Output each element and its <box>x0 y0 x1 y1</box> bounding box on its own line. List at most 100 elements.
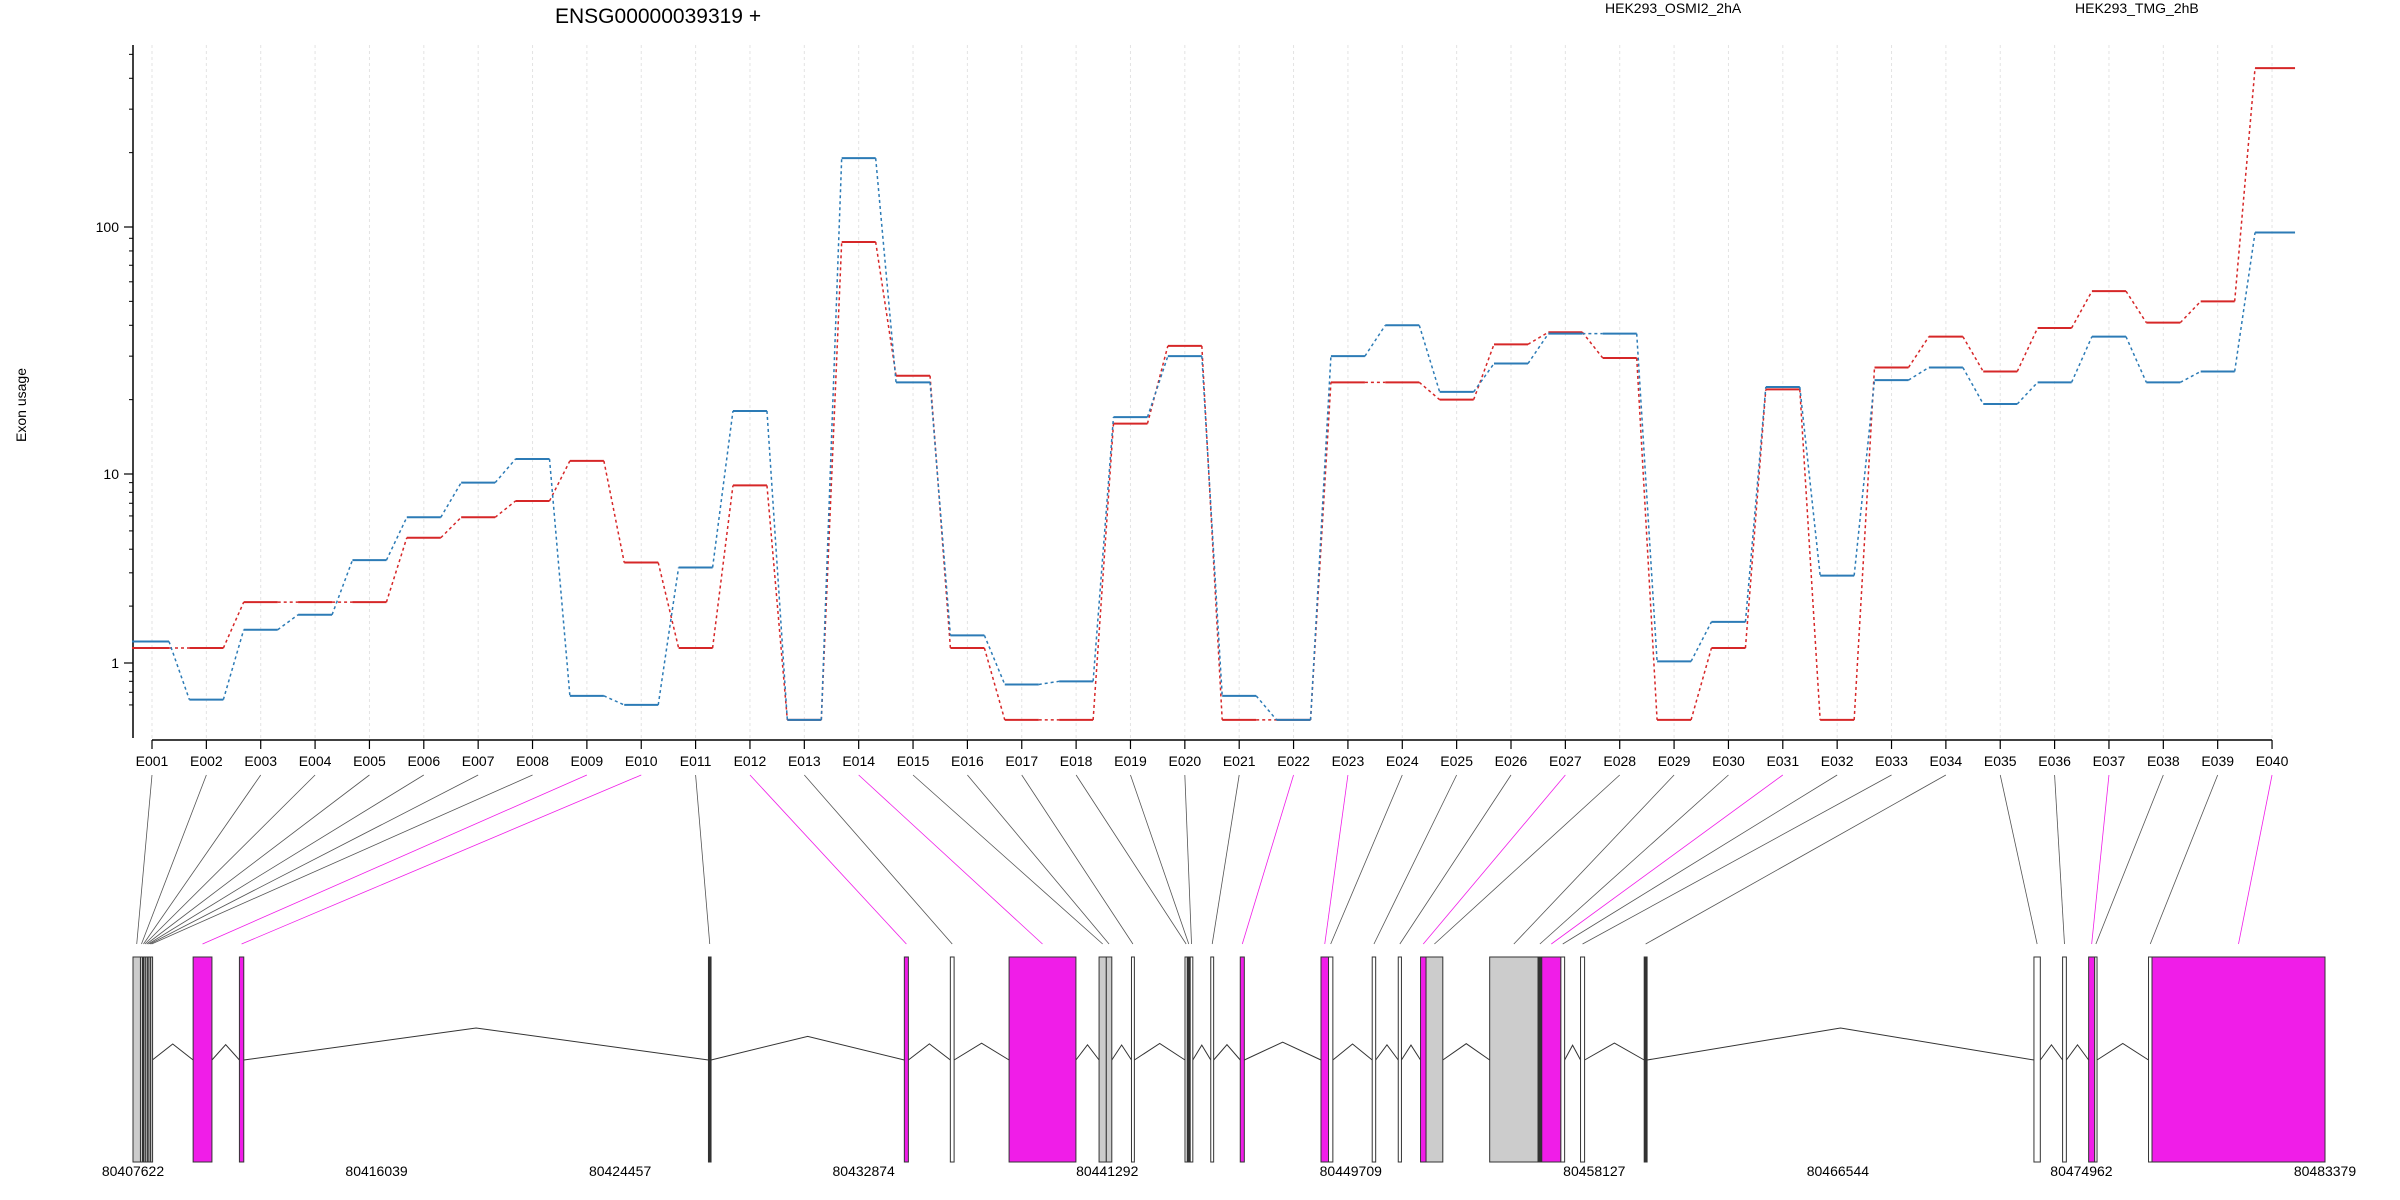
x-tick-label: E019 <box>1114 753 1147 769</box>
series-tmg <box>132 157 2296 721</box>
x-tick-label: E032 <box>1821 753 1854 769</box>
exon-box <box>150 956 154 1163</box>
exon-box <box>707 956 712 1163</box>
series-connector <box>494 500 516 518</box>
series-connector <box>2070 290 2093 329</box>
x-tick-label: E014 <box>842 753 875 769</box>
exon-box <box>1560 956 1566 1163</box>
exon-connectors <box>136 774 2273 945</box>
coordinate-label: 80449709 <box>1320 1163 1383 1179</box>
x-tick-label: E001 <box>136 753 169 769</box>
series-connector <box>2233 68 2256 302</box>
exon-box <box>1537 956 1543 1163</box>
y-tick-label: 1 <box>111 655 119 671</box>
exon-connector-line <box>202 774 588 945</box>
series-connector <box>983 647 1006 721</box>
series-connector <box>1744 389 1767 649</box>
x-tick-label: E036 <box>2038 753 2071 769</box>
exon-connector-line <box>1539 774 1729 945</box>
x-tick-label: E011 <box>680 753 712 769</box>
intron-line <box>1332 1043 1373 1061</box>
series-connector <box>874 241 897 376</box>
intron-line <box>2039 1044 2063 1061</box>
intron-line <box>2096 1042 2149 1061</box>
series-connector <box>1962 367 1984 405</box>
intron-line <box>1111 1044 1132 1061</box>
series-connector <box>711 485 734 649</box>
exon-box <box>2148 956 2153 1163</box>
exon-box <box>949 956 955 1163</box>
series-connector <box>2016 327 2039 372</box>
series-connector <box>820 241 843 720</box>
exon-box <box>238 956 245 1163</box>
x-tick-label: E010 <box>625 753 658 769</box>
x-tick-label: E024 <box>1386 753 1419 769</box>
x-tick-label: E028 <box>1603 753 1636 769</box>
exon-box <box>2094 956 2098 1163</box>
exon-connector-line <box>1373 774 1457 945</box>
x-tick-label: E002 <box>190 753 223 769</box>
series-connector <box>1853 367 1876 720</box>
series-connector <box>929 382 952 636</box>
series-connector <box>1527 331 1549 345</box>
intron-line <box>1192 1044 1212 1061</box>
exon-box <box>1189 956 1194 1163</box>
exon-box <box>1420 956 1427 1163</box>
x-tick-label: E025 <box>1440 753 1473 769</box>
series-connector <box>1418 325 1441 393</box>
chart-title: ENSG00000039319 + <box>555 5 761 28</box>
exon-connector-line <box>912 774 1103 945</box>
exon-connector-line <box>1551 774 1784 945</box>
intron-line <box>1244 1041 1322 1061</box>
exon-connector-line <box>749 774 907 945</box>
series-connector <box>1744 386 1767 622</box>
intron-line <box>2065 1044 2090 1061</box>
exon-connector-line <box>141 774 207 945</box>
series-connector <box>2179 300 2202 324</box>
x-tick-label: E018 <box>1060 753 1093 769</box>
exon-box <box>1328 956 1334 1163</box>
exon-connector-line <box>1241 774 1294 945</box>
coordinate-label: 80432874 <box>833 1163 896 1179</box>
series-connector <box>929 375 952 649</box>
series-connector <box>1690 621 1713 662</box>
x-tick-label: E013 <box>788 753 821 769</box>
x-tick-label: E039 <box>2201 753 2234 769</box>
series-layer <box>132 67 2296 721</box>
series-connector <box>1635 333 1658 662</box>
series-connector <box>711 410 734 568</box>
exon-box <box>2033 956 2041 1163</box>
series-connector <box>385 516 408 561</box>
x-tick-label: E033 <box>1875 753 1908 769</box>
series-connector <box>766 410 789 720</box>
exon-box <box>1425 956 1444 1163</box>
series-connector <box>1853 380 1876 576</box>
series-connector <box>2016 381 2039 405</box>
intron-line <box>1647 1027 2035 1061</box>
x-tick-label: E026 <box>1495 753 1528 769</box>
exon-connector-line <box>1562 774 1838 945</box>
x-tick-label: E022 <box>1277 753 1310 769</box>
series-connector <box>494 458 517 484</box>
exon-connector-line <box>2149 774 2219 945</box>
exon-connector-line <box>1184 774 1192 945</box>
exon-connector-line <box>1324 774 1349 945</box>
exon-connector-line <box>858 774 1043 945</box>
x-tick-label: E027 <box>1549 753 1582 769</box>
exon-connector-line <box>695 774 711 945</box>
x-tick-label: E020 <box>1168 753 1201 769</box>
intron-line <box>1442 1043 1490 1061</box>
gene-model <box>132 956 2326 1163</box>
exon-connector-line <box>143 774 262 945</box>
intron-line <box>1134 1042 1186 1061</box>
exon-box <box>1489 956 1539 1163</box>
series-connector <box>1581 331 1604 359</box>
x-tick-label: E005 <box>353 753 386 769</box>
series-connector <box>1146 345 1169 424</box>
exon-connector-line <box>1434 774 1620 945</box>
x-tick-label: E015 <box>897 753 930 769</box>
series-connector <box>1527 333 1549 364</box>
y-axis-label: Exon usage <box>13 368 29 442</box>
series-connector <box>1962 336 1984 372</box>
